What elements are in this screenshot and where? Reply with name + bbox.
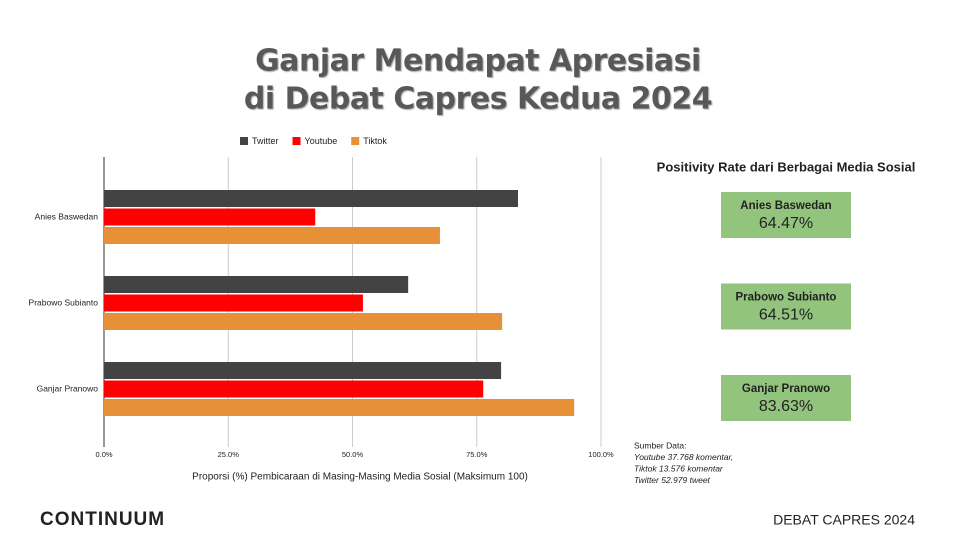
rate-box xyxy=(721,192,851,238)
source-line: Youtube 37.768 komentar, xyxy=(634,452,733,462)
source-line: Sumber Data: xyxy=(634,440,686,450)
source-line: Twitter 52.979 tweet xyxy=(634,475,711,485)
bar xyxy=(104,294,363,312)
x-tick-label: 0.0% xyxy=(95,450,112,459)
y-tick-label: Prabowo Subianto xyxy=(29,297,99,307)
bar xyxy=(104,190,519,207)
bar xyxy=(104,313,503,330)
x-tick-label: 50.0% xyxy=(342,450,364,459)
rate-value: 83.63% xyxy=(759,398,813,415)
rate-box xyxy=(721,283,851,330)
legend-label: Twitter xyxy=(252,136,279,146)
title-line: di Debat Capres Kedua 2024 xyxy=(244,82,712,117)
bar xyxy=(104,399,575,416)
bar xyxy=(104,380,484,398)
legend-label: Tiktok xyxy=(363,136,387,146)
x-tick-label: 100.0% xyxy=(588,450,614,459)
y-tick-label: Anies Baswedan xyxy=(35,211,99,221)
bar xyxy=(104,362,502,379)
legend-swatch xyxy=(351,137,360,145)
legend-label: Youtube xyxy=(305,136,338,146)
title-line: Ganjar Mendapat Apresiasi xyxy=(255,44,701,79)
logo: CONTINUUM xyxy=(40,509,165,530)
rate-name: Prabowo Subianto xyxy=(736,292,837,304)
rate-value: 64.51% xyxy=(759,307,813,324)
rate-name: Anies Baswedan xyxy=(740,200,831,212)
x-tick-label: 75.0% xyxy=(466,450,488,459)
source-line: Tiktok 13.576 komentar xyxy=(634,463,724,473)
rate-box xyxy=(721,375,851,421)
bar xyxy=(104,227,440,244)
x-axis-label: Proporsi (%) Pembicaraan di Masing-Masin… xyxy=(192,472,528,483)
y-tick-label: Ganjar Pranowo xyxy=(37,383,99,393)
bar xyxy=(104,208,316,226)
bar xyxy=(104,276,409,293)
rate-name: Ganjar Pranowo xyxy=(742,383,830,395)
rate-value: 64.47% xyxy=(759,215,813,232)
legend-swatch xyxy=(292,137,301,145)
footer-tag: DEBAT CAPRES 2024 xyxy=(773,512,915,528)
legend-swatch xyxy=(240,137,248,145)
x-tick-label: 25.0% xyxy=(218,450,240,459)
panel-title: Positivity Rate dari Berbagai Media Sosi… xyxy=(657,159,916,174)
